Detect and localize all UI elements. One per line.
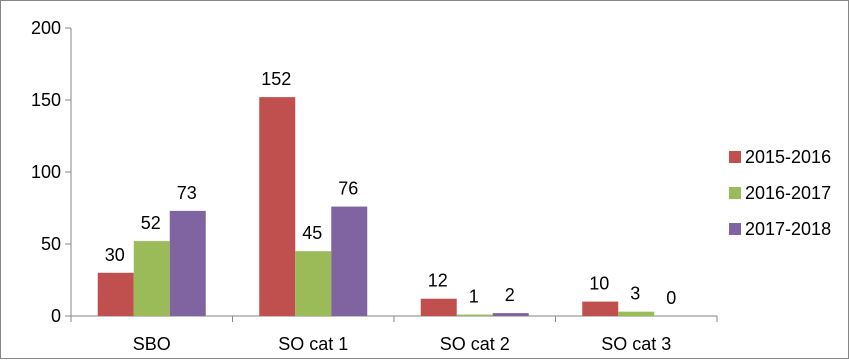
legend-swatch [729,151,741,163]
legend-label: 2017-2018 [745,219,831,239]
bar [259,97,296,317]
legend-swatch [729,223,741,235]
bar [97,272,134,316]
data-label: 1 [469,287,479,307]
data-label: 10 [589,274,609,294]
data-label: 0 [666,288,676,308]
x-category-label: SO cat 1 [278,334,348,354]
data-label: 12 [428,271,448,291]
bar [133,241,170,316]
bar [582,301,619,316]
bar [169,210,206,316]
y-tick-label: 0 [51,306,61,326]
x-category-label: SO cat 3 [601,334,671,354]
bar [492,313,529,316]
bar [420,298,457,316]
bar [618,311,655,316]
data-label: 45 [302,223,322,243]
x-category-label: SO cat 2 [440,334,510,354]
y-tick-label: 50 [41,234,61,254]
bar [456,314,493,316]
y-tick-label: 100 [31,162,61,182]
data-label: 30 [105,245,125,265]
bar [331,206,368,316]
legend-label: 2016-2017 [745,183,831,203]
data-label: 73 [177,183,197,203]
x-category-label: SBO [133,334,171,354]
y-tick-label: 150 [31,90,61,110]
data-label: 52 [141,213,161,233]
data-label: 2 [505,285,515,305]
data-label: 3 [630,284,640,304]
legend-label: 2015-2016 [745,147,831,167]
data-label: 76 [338,179,358,199]
legend-swatch [729,187,741,199]
bar [295,251,332,316]
data-label: 152 [261,69,291,89]
y-tick-label: 200 [31,18,61,38]
